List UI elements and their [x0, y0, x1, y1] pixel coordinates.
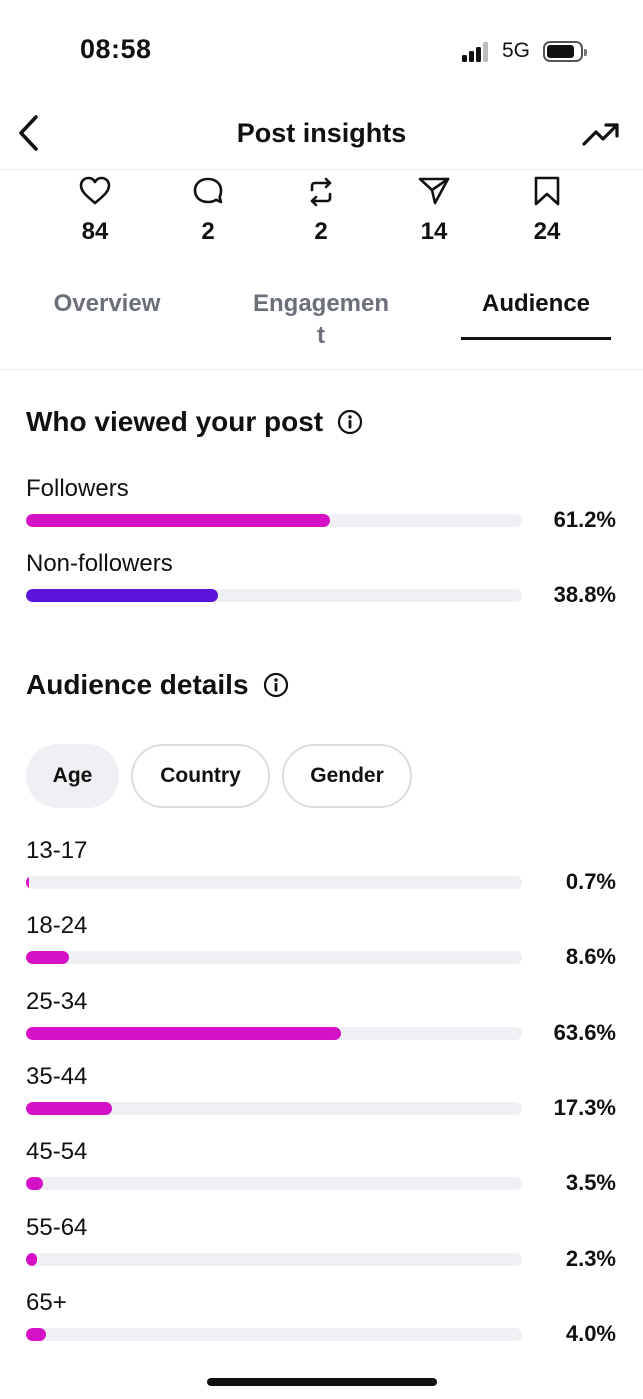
share-icon	[418, 177, 450, 205]
status-time: 08:58	[80, 34, 152, 64]
age-row-track	[26, 1327, 522, 1341]
age-row-track	[26, 1026, 522, 1040]
age-row-track	[26, 1252, 522, 1266]
bookmark-icon	[534, 176, 560, 206]
stat-saves: 24	[507, 176, 587, 246]
signal-icon	[462, 42, 492, 62]
age-row-bar	[26, 876, 30, 889]
tab-overview[interactable]: Overview	[53, 290, 161, 317]
info-icon[interactable]	[263, 672, 289, 698]
age-row-label: 13-17	[26, 837, 88, 864]
viewers-section-title: Who viewed your post	[26, 406, 363, 438]
age-row-label: 45-54	[26, 1138, 88, 1166]
reposts-count: 2	[314, 218, 328, 245]
chevron-left-icon	[19, 115, 38, 151]
insights-tabs: Overview Engagemen t Audience	[0, 282, 643, 370]
stat-reposts: 2	[281, 176, 361, 246]
viewer-row-bar	[26, 589, 219, 602]
age-row-bar	[26, 1327, 46, 1341]
stat-shares: 14	[394, 176, 474, 246]
audience-section-title: Audience details	[26, 669, 289, 701]
repost-icon	[310, 177, 332, 207]
age-row-bar	[26, 1177, 44, 1191]
engagement-stats: 84 2 2 14 24	[0, 176, 643, 256]
page-title: Post insights	[236, 118, 407, 148]
saves-count: 24	[533, 218, 561, 245]
age-row-label: 35-44	[26, 1062, 88, 1090]
viewer-row-percent: 61.2%	[553, 507, 616, 532]
age-row-percent: 3.5%	[565, 1170, 616, 1196]
age-row-track	[26, 1101, 522, 1115]
age-row-bar	[26, 1252, 38, 1266]
audience-title: Audience details	[26, 669, 249, 700]
age-row-bar	[26, 951, 69, 965]
viewer-row-track	[26, 589, 522, 602]
age-row-label: 55-64	[26, 1213, 88, 1241]
tab-audience[interactable]: Audience	[481, 290, 591, 317]
home-indicator[interactable]	[207, 1378, 437, 1386]
status-bar: 08:58 5G	[0, 0, 643, 100]
info-icon[interactable]	[337, 409, 363, 435]
age-row-percent: 2.3%	[565, 1245, 616, 1271]
chip-gender[interactable]: Gender	[282, 744, 412, 808]
age-row-track	[26, 1177, 522, 1191]
stat-replies: 2	[168, 176, 248, 246]
age-row-percent: 17.3%	[553, 1094, 616, 1120]
stat-likes: 84	[55, 176, 135, 246]
age-row-percent: 4.0%	[565, 1320, 616, 1346]
viewer-row-label: Followers	[26, 475, 129, 502]
back-button[interactable]	[8, 110, 48, 156]
age-row-bar	[26, 1026, 342, 1040]
viewer-row-label: Non-followers	[26, 550, 173, 577]
tab-engagement[interactable]: Engagemen t	[252, 290, 390, 349]
trending-up-icon	[582, 123, 619, 146]
battery-icon	[543, 41, 587, 62]
reply-icon	[193, 177, 223, 204]
viewer-row-track	[26, 514, 522, 527]
viewer-row-bar	[26, 514, 330, 527]
active-tab-indicator	[461, 337, 611, 340]
age-row-percent: 0.7%	[565, 869, 616, 894]
trending-button[interactable]	[581, 116, 621, 152]
viewer-row-percent: 38.8%	[553, 582, 616, 607]
age-row-track	[26, 876, 522, 889]
age-row-label: 18-24	[26, 912, 88, 940]
nav-bar: Post insights	[0, 100, 643, 170]
age-row-percent: 8.6%	[565, 944, 616, 970]
chip-age[interactable]: Age	[26, 744, 119, 808]
network-type: 5G	[502, 39, 531, 62]
age-row-label: 25-34	[26, 987, 88, 1015]
chip-country[interactable]: Country	[131, 744, 270, 808]
age-row-track	[26, 951, 522, 965]
heart-icon	[79, 176, 111, 205]
age-row-bar	[26, 1101, 112, 1115]
viewers-title: Who viewed your post	[26, 406, 324, 437]
shares-count: 14	[420, 218, 448, 245]
age-row-label: 65+	[26, 1288, 67, 1316]
likes-count: 84	[81, 218, 109, 245]
replies-count: 2	[201, 218, 215, 245]
age-row-percent: 63.6%	[553, 1019, 616, 1045]
